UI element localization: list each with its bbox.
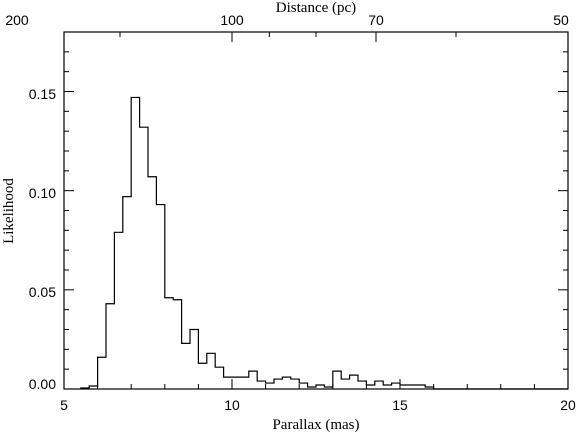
y-tick-labels: 0.00 0.05 0.10 0.15 xyxy=(29,86,56,392)
top-tick-label: 100 xyxy=(220,12,244,28)
y-tick-label: 0.10 xyxy=(29,185,56,201)
top-tick-label: 70 xyxy=(368,12,384,28)
plot-frame xyxy=(63,31,569,390)
y-tick-label: 0.05 xyxy=(29,284,56,300)
top-tick-labels: 200 100 70 50 xyxy=(5,12,569,28)
top-tick-label: 200 xyxy=(5,12,29,28)
tick-marks xyxy=(63,31,569,390)
x-tick-label: 10 xyxy=(224,397,240,413)
x-tick-label: 5 xyxy=(60,397,68,413)
top-tick-label: 50 xyxy=(553,12,569,28)
y-axis-label: Likelihood xyxy=(1,178,17,244)
y-tick-label: 0.15 xyxy=(29,86,56,102)
x-tick-label: 20 xyxy=(560,397,576,413)
y-tick-label: 0.00 xyxy=(29,376,56,392)
x-axis-label: Parallax (mas) xyxy=(272,417,359,433)
x-tick-label: 15 xyxy=(392,397,408,413)
histogram-step-line xyxy=(80,96,568,390)
x-tick-labels: 5 10 15 20 xyxy=(60,397,576,413)
top-axis-label: Distance (pc) xyxy=(276,0,356,16)
